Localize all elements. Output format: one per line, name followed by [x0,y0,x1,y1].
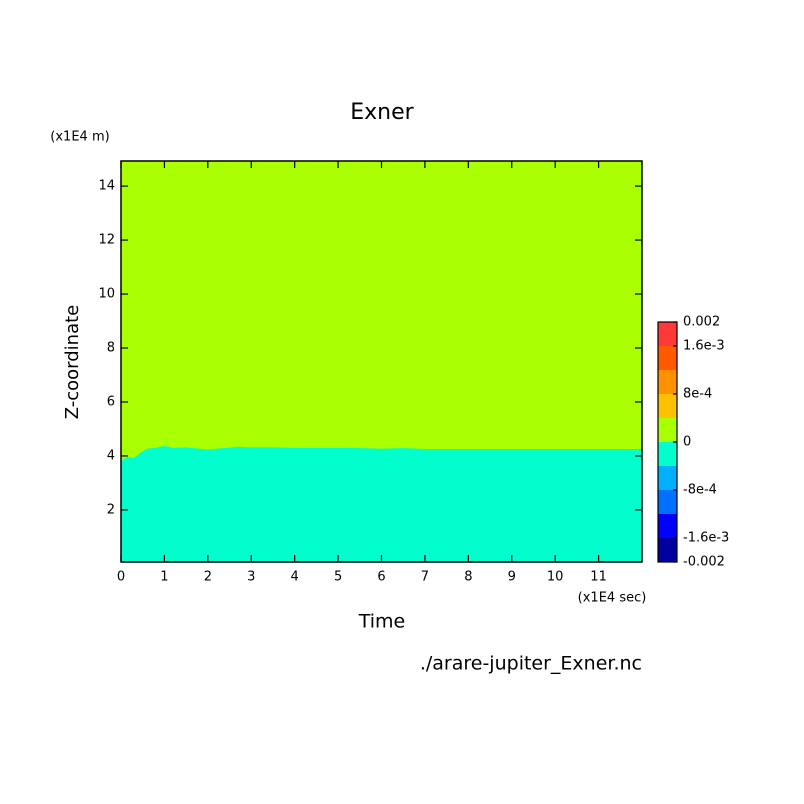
colorbar-bin [658,418,677,442]
colorbar-tick-label: 1.6e-3 [683,339,725,354]
x-tick-label: 8 [464,570,472,585]
x-tick-label: 7 [421,570,429,585]
x-tick-label: 2 [204,570,212,585]
x-tick-label: 6 [377,570,385,585]
colorbar-bin [658,490,677,514]
colorbar-bin [658,322,677,346]
y-tick-label: 6 [107,394,115,409]
colorbar-bin [658,370,677,394]
colorbar-bin [658,466,677,490]
x-unit: (x1E4 sec) [578,591,647,606]
y-tick-label: 4 [107,448,115,463]
y-tick-label: 10 [98,287,115,302]
x-tick-label: 1 [160,570,168,585]
y-tick-label: 12 [98,233,115,248]
colorbar-tick-label: -0.002 [683,555,725,570]
x-tick-label: 3 [247,570,255,585]
footnote: ./arare-jupiter_Exner.nc [420,653,642,675]
y-axis-label: Z-coordinate [62,305,83,420]
x-tick-label: 4 [291,570,299,585]
x-tick-label: 9 [508,570,516,585]
colorbar-bin [658,394,677,418]
zero-contour [120,445,642,462]
colorbar-bin [658,442,677,466]
colorbar-bin [658,538,677,562]
colorbar-tick-label: 8e-4 [683,387,712,402]
colorbar-tick-label: 0 [683,435,691,450]
y-tick-label: 8 [107,341,115,356]
y-tick-label: 2 [107,502,115,517]
colorbar-tick-label: -8e-4 [683,483,717,498]
colorbar-bin [658,346,677,370]
x-axis-label: Time [358,611,406,633]
colorbar-bin [658,514,677,538]
y-unit: (x1E4 m) [50,130,109,145]
chart-title: Exner [350,100,414,125]
lower-region [121,446,642,562]
x-tick-label: 0 [117,570,125,585]
y-tick-label: 14 [98,179,115,194]
colorbar-tick-label: 0.002 [683,315,720,330]
x-tick-label: 11 [590,570,607,585]
colorbar-tick-label: -1.6e-3 [683,531,729,546]
x-tick-label: 10 [547,570,564,585]
x-tick-label: 5 [334,570,342,585]
